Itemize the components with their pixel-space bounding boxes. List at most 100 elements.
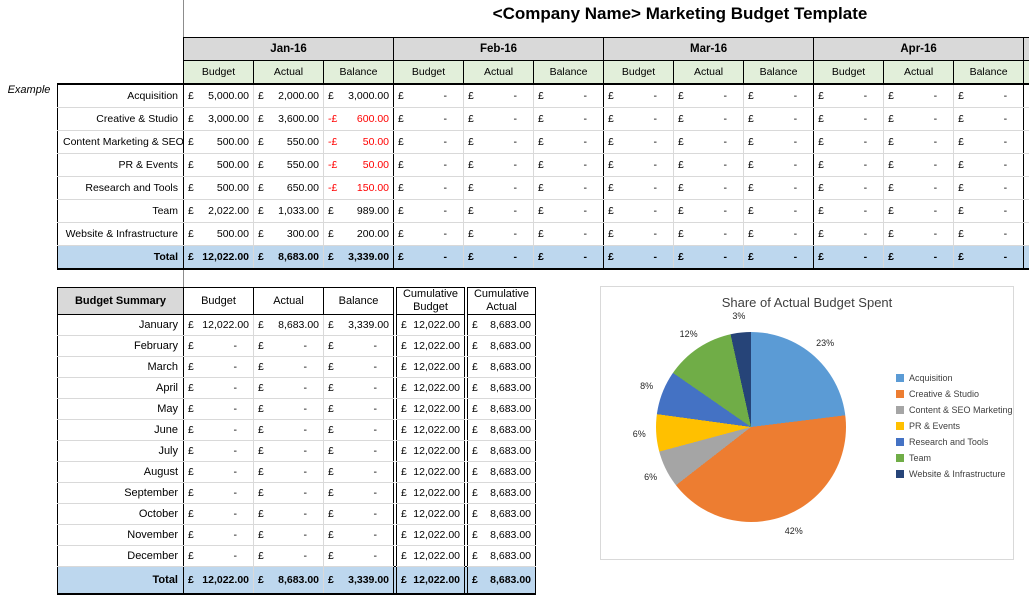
column-header[interactable]: Budget — [814, 61, 884, 85]
cell-budget[interactable]: £- — [814, 154, 884, 177]
total-cell[interactable]: £- — [884, 246, 954, 270]
cell-budget[interactable]: £- — [394, 223, 464, 246]
cell-balance[interactable]: £- — [324, 525, 394, 546]
cell-budget[interactable]: £3,000.00 — [184, 108, 254, 131]
total-cell[interactable]: £12,022.00 — [397, 567, 465, 595]
legend-item[interactable]: Acquisition — [896, 373, 1013, 383]
cell-balance[interactable]: £- — [744, 200, 814, 223]
row-label[interactable]: August — [58, 462, 184, 483]
row-label[interactable]: Content Marketing & SEO — [58, 131, 184, 154]
row-label[interactable]: Research and Tools — [58, 177, 184, 200]
cell-cum-actual[interactable]: £8,683.00 — [468, 315, 536, 336]
cell-budget[interactable]: £- — [604, 154, 674, 177]
cell-actual[interactable]: £- — [464, 154, 534, 177]
cell-actual[interactable]: £- — [674, 223, 744, 246]
cell-budget[interactable]: £- — [394, 131, 464, 154]
cell-balance[interactable]: £- — [534, 154, 604, 177]
cell-cum-budget[interactable]: £12,022.00 — [397, 357, 465, 378]
row-label[interactable]: July — [58, 441, 184, 462]
legend-item[interactable]: Team — [896, 453, 1013, 463]
row-label[interactable]: June — [58, 420, 184, 441]
column-header[interactable]: Balance — [324, 61, 394, 85]
cell-balance[interactable]: £- — [324, 441, 394, 462]
cell-cum-budget[interactable]: £12,022.00 — [397, 504, 465, 525]
cell-balance[interactable]: £- — [744, 223, 814, 246]
total-cell[interactable]: £8,683.00 — [468, 567, 536, 595]
cell-budget[interactable]: £12,022.00 — [184, 315, 254, 336]
cell-actual[interactable]: £- — [254, 441, 324, 462]
legend-item[interactable]: Content & SEO Marketing — [896, 405, 1013, 415]
cell-balance[interactable]: -£600.00 — [324, 108, 394, 131]
cell-actual[interactable]: £- — [254, 462, 324, 483]
cell-budget[interactable]: £- — [184, 546, 254, 567]
cell-cum-actual[interactable]: £8,683.00 — [468, 462, 536, 483]
cell-balance[interactable]: £- — [744, 108, 814, 131]
total-label[interactable]: Total — [58, 246, 184, 270]
cell-cum-budget[interactable]: £12,022.00 — [397, 525, 465, 546]
cell-actual[interactable]: £- — [674, 154, 744, 177]
row-label[interactable]: Acquisition — [58, 84, 184, 108]
row-label[interactable]: December — [58, 546, 184, 567]
row-label[interactable]: January — [58, 315, 184, 336]
cell-budget[interactable]: £- — [814, 84, 884, 108]
cell-actual[interactable]: £- — [254, 483, 324, 504]
column-header[interactable]: Budget — [394, 61, 464, 85]
cell-budget[interactable]: £- — [184, 483, 254, 504]
cell-budget[interactable]: £- — [184, 399, 254, 420]
total-cell[interactable]: £- — [674, 246, 744, 270]
cell-budget[interactable]: £- — [184, 462, 254, 483]
cell-cum-budget[interactable]: £12,022.00 — [397, 441, 465, 462]
cell-budget[interactable]: £- — [184, 504, 254, 525]
column-header[interactable]: Cumulative Actual — [468, 288, 536, 315]
cell-cum-actual[interactable]: £8,683.00 — [468, 420, 536, 441]
cell-budget[interactable]: £500.00 — [184, 177, 254, 200]
cell-actual[interactable]: £550.00 — [254, 131, 324, 154]
cell-budget[interactable]: £- — [394, 108, 464, 131]
summary-title[interactable]: Budget Summary — [58, 288, 184, 315]
column-header[interactable]: Balance — [534, 61, 604, 85]
cell-balance[interactable]: £3,000.00 — [324, 84, 394, 108]
cell-actual[interactable]: £- — [254, 420, 324, 441]
cell-balance[interactable]: £- — [954, 154, 1024, 177]
total-cell[interactable]: £8,683.00 — [254, 567, 324, 595]
cell-actual[interactable]: £- — [254, 525, 324, 546]
cell-balance[interactable]: £- — [954, 177, 1024, 200]
cell-balance[interactable]: £- — [954, 200, 1024, 223]
cell-actual[interactable]: £- — [464, 223, 534, 246]
cell-actual[interactable]: £- — [254, 357, 324, 378]
cell-balance[interactable]: £- — [534, 131, 604, 154]
column-header[interactable]: Balance — [324, 288, 394, 315]
cell-cum-actual[interactable]: £8,683.00 — [468, 504, 536, 525]
cell-balance[interactable]: £- — [954, 223, 1024, 246]
row-label[interactable]: March — [58, 357, 184, 378]
month-header[interactable]: Feb-16 — [394, 38, 604, 61]
cell-actual[interactable]: £- — [464, 177, 534, 200]
total-cell[interactable]: £3,339.00 — [324, 567, 394, 595]
cell-balance[interactable]: £989.00 — [324, 200, 394, 223]
legend-item[interactable]: Website & Infrastructure — [896, 469, 1013, 479]
total-cell[interactable]: £- — [464, 246, 534, 270]
cell-balance[interactable]: -£150.00 — [324, 177, 394, 200]
row-label[interactable]: PR & Events — [58, 154, 184, 177]
cell-balance[interactable]: £- — [324, 504, 394, 525]
cell-budget[interactable]: £- — [184, 357, 254, 378]
cell-actual[interactable]: £- — [254, 399, 324, 420]
total-cell[interactable]: £- — [814, 246, 884, 270]
cell-budget[interactable]: £- — [604, 200, 674, 223]
cell-budget[interactable]: £- — [394, 84, 464, 108]
cell-actual[interactable]: £2,000.00 — [254, 84, 324, 108]
cell-budget[interactable]: £- — [814, 131, 884, 154]
cell-cum-budget[interactable]: £12,022.00 — [397, 483, 465, 504]
row-label[interactable]: October — [58, 504, 184, 525]
cell-budget[interactable]: £- — [604, 223, 674, 246]
cell-budget[interactable]: £- — [604, 84, 674, 108]
column-header[interactable]: Actual — [884, 61, 954, 85]
cell-balance[interactable]: £- — [954, 108, 1024, 131]
cell-cum-budget[interactable]: £12,022.00 — [397, 336, 465, 357]
cell-budget[interactable]: £- — [184, 336, 254, 357]
cell-actual[interactable]: £- — [464, 108, 534, 131]
cell-cum-budget[interactable]: £12,022.00 — [397, 378, 465, 399]
cell-actual[interactable]: £- — [884, 108, 954, 131]
column-header[interactable]: Balance — [954, 61, 1024, 85]
